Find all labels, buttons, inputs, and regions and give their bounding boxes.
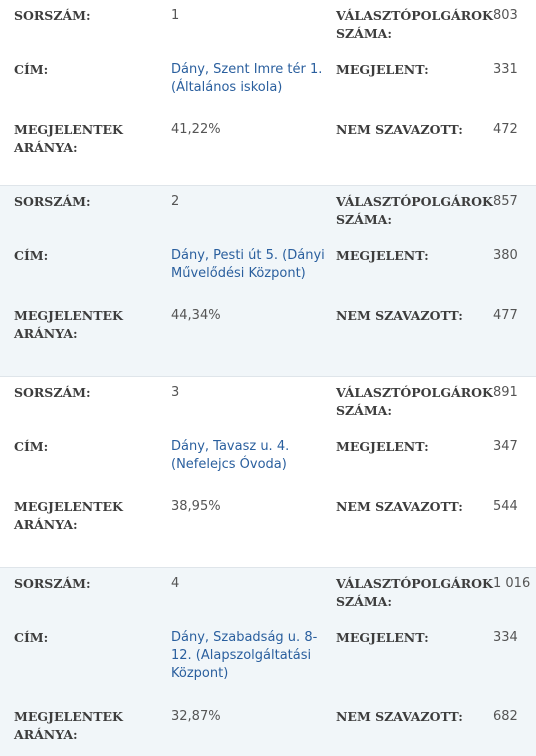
not-voted-label: NEM SZAVAZOTT: [336, 709, 463, 724]
turnout-label: MEGJELENTEK ARÁNYA: [14, 499, 123, 532]
not-voted-label: NEM SZAVAZOTT: [336, 308, 463, 323]
address-label: CÍM: [14, 439, 49, 454]
number-value: 4 [171, 576, 180, 591]
number-value: 2 [171, 194, 180, 209]
appeared-label: MEGJELENT: [336, 62, 429, 77]
address-link[interactable]: Dány, Tavasz u. 4. (Nefelejcs Óvoda) [171, 439, 290, 472]
turnout-value: 41,22% [171, 122, 221, 137]
polling-station-card: SORSZÁM: 3 VÁLASZTÓPOLGÁROK SZÁMA: 891 C… [0, 377, 536, 568]
number-label: SORSZÁM: [14, 8, 91, 23]
number-value: 3 [171, 385, 180, 400]
not-voted-value: 472 [493, 122, 518, 137]
voters-value: 891 [493, 385, 518, 400]
number-label: SORSZÁM: [14, 385, 91, 400]
polling-station-card: SORSZÁM: 2 VÁLASZTÓPOLGÁROK SZÁMA: 857 C… [0, 186, 536, 377]
address-link[interactable]: Dány, Szabadság u. 8-12. (Alapszolgáltat… [171, 630, 318, 681]
voters-label: VÁLASZTÓPOLGÁROK SZÁMA: [336, 8, 493, 41]
voters-label: VÁLASZTÓPOLGÁROK SZÁMA: [336, 194, 493, 227]
turnout-label: MEGJELENTEK ARÁNYA: [14, 308, 123, 341]
address-label: CÍM: [14, 630, 49, 645]
turnout-label: MEGJELENTEK ARÁNYA: [14, 122, 123, 155]
number-value: 1 [171, 8, 180, 23]
turnout-value: 44,34% [171, 308, 221, 323]
not-voted-label: NEM SZAVAZOTT: [336, 499, 463, 514]
not-voted-label: NEM SZAVAZOTT: [336, 122, 463, 137]
polling-station-card: SORSZÁM: 1 VÁLASZTÓPOLGÁROK SZÁMA: 803 C… [0, 0, 536, 186]
turnout-value: 38,95% [171, 499, 221, 514]
voters-label: VÁLASZTÓPOLGÁROK SZÁMA: [336, 576, 493, 609]
address-link[interactable]: Dány, Pesti út 5. (Dányi Művelődési Közp… [171, 248, 325, 281]
number-label: SORSZÁM: [14, 194, 91, 209]
appeared-label: MEGJELENT: [336, 248, 429, 263]
turnout-value: 32,87% [171, 709, 221, 724]
not-voted-value: 544 [493, 499, 518, 514]
number-label: SORSZÁM: [14, 576, 91, 591]
polling-station-card: SORSZÁM: 4 VÁLASZTÓPOLGÁROK SZÁMA: 1 016… [0, 568, 536, 756]
voters-label: VÁLASZTÓPOLGÁROK SZÁMA: [336, 385, 493, 418]
address-label: CÍM: [14, 248, 49, 263]
voters-value: 1 016 [493, 576, 531, 591]
turnout-label: MEGJELENTEK ARÁNYA: [14, 709, 123, 742]
appeared-value: 334 [493, 630, 518, 645]
voters-value: 803 [493, 8, 518, 23]
appeared-value: 380 [493, 248, 518, 263]
not-voted-value: 477 [493, 308, 518, 323]
appeared-label: MEGJELENT: [336, 439, 429, 454]
address-link[interactable]: Dány, Szent Imre tér 1. (Általános iskol… [171, 62, 323, 95]
voters-value: 857 [493, 194, 518, 209]
not-voted-value: 682 [493, 709, 518, 724]
address-label: CÍM: [14, 62, 49, 77]
appeared-value: 347 [493, 439, 518, 454]
appeared-value: 331 [493, 62, 518, 77]
appeared-label: MEGJELENT: [336, 630, 429, 645]
